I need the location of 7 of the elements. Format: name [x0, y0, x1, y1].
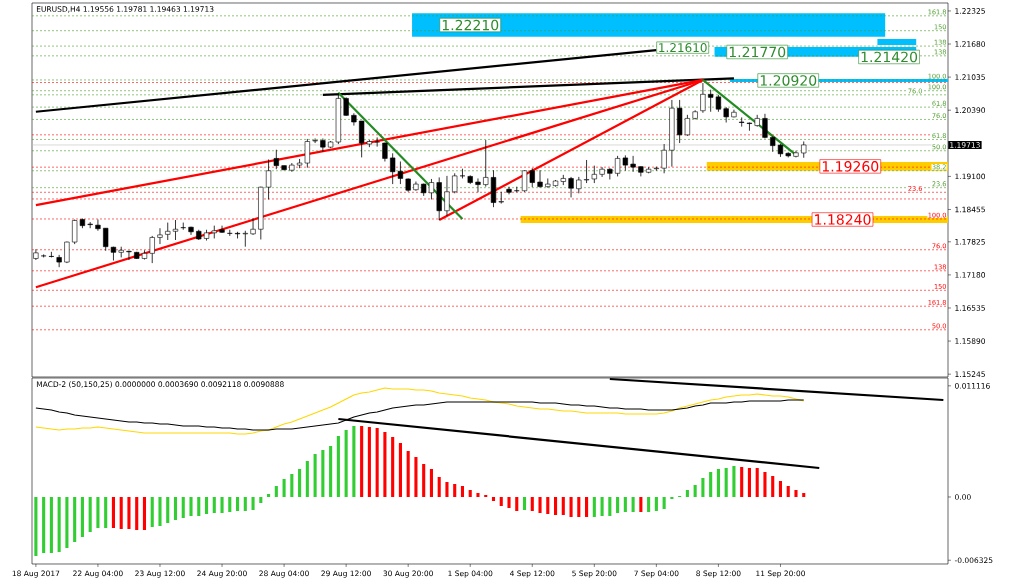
band-label: 1.18240 [815, 214, 871, 225]
band-label: 1.22210 [442, 19, 499, 31]
band-label: 1.19260 [822, 161, 879, 172]
annotation: 1.21610 [659, 43, 707, 53]
band-label: 1.21420 [861, 51, 918, 63]
band-label: 1.20920 [760, 75, 817, 86]
band-label: 1.21770 [729, 46, 786, 58]
